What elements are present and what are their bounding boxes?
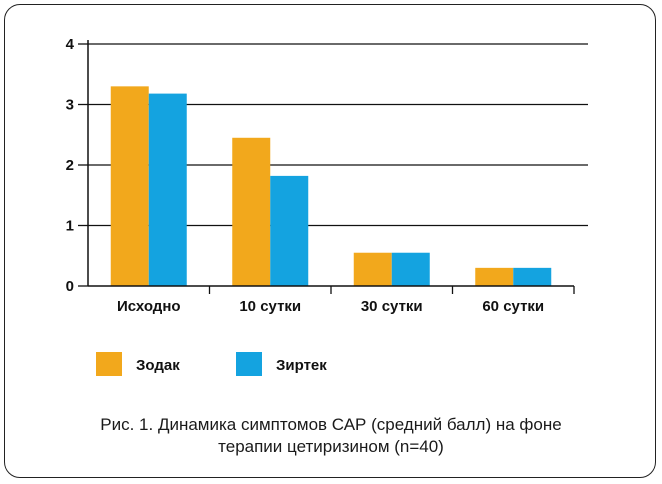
legend-label: Зодак [136, 357, 180, 374]
bar-zyrtec [270, 175, 309, 286]
y-tick-label: 0 [66, 278, 74, 295]
bar-zodak [110, 86, 149, 286]
legend-swatch [96, 352, 122, 376]
y-tick-label: 2 [66, 157, 74, 174]
y-tick-label: 3 [66, 97, 74, 114]
bar-zodak [353, 252, 392, 286]
legend-label: Зиртек [276, 357, 327, 374]
y-tick-label: 1 [66, 218, 74, 235]
x-category-label: 60 сутки [482, 298, 544, 315]
x-category-labels: Исходно 10 сутки 30 сутки 60 сутки [117, 298, 544, 315]
bar-zodak [232, 137, 271, 286]
bar-zyrtec [513, 267, 552, 286]
x-category-label: Исходно [117, 298, 181, 315]
x-category-label: 30 сутки [361, 298, 423, 315]
bar-chart: 0 1 2 3 4 Исходно 10 сутки 30 сутки 60 сутки Зо… [66, 36, 588, 376]
y-tick-labels: 0 1 2 3 4 [66, 36, 75, 295]
caption-line-2: терапии цетиризином (n=40) [218, 437, 444, 456]
bars [110, 86, 552, 286]
caption-line-1: Рис. 1. Динамика симптомов САР (средний … [100, 415, 562, 434]
legend: Зодак Зиртек [96, 352, 327, 376]
x-category-label: 10 сутки [239, 298, 301, 315]
bar-zodak [475, 267, 514, 286]
figure-caption: Рис. 1. Динамика симптомов САР (средний … [20, 414, 642, 458]
legend-swatch [236, 352, 262, 376]
axes [78, 40, 575, 294]
y-tick-label: 4 [66, 36, 75, 53]
bar-zyrtec [391, 252, 430, 286]
bar-zyrtec [148, 93, 187, 286]
